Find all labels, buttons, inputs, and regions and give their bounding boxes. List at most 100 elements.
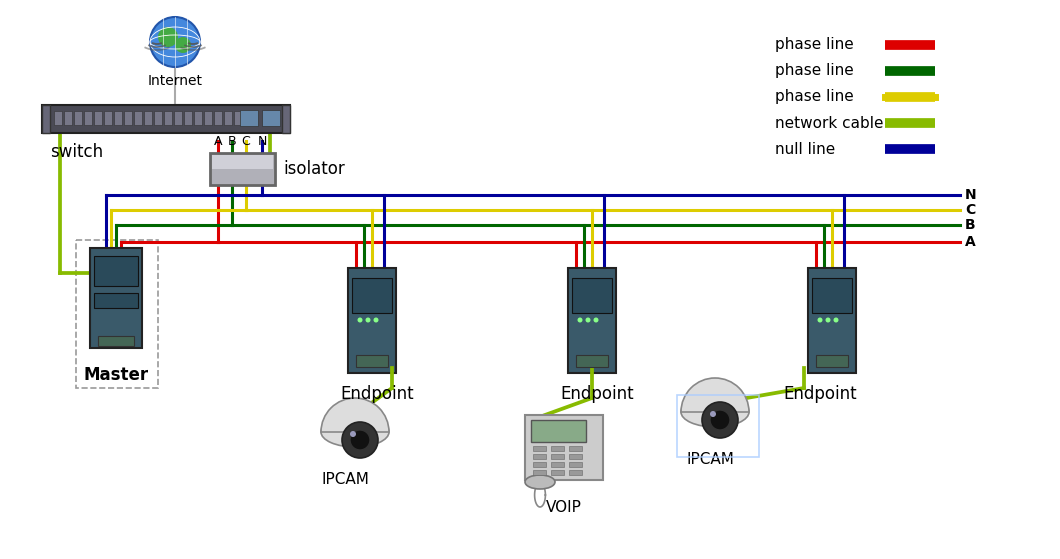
FancyBboxPatch shape bbox=[124, 111, 132, 125]
Text: A: A bbox=[965, 235, 976, 249]
Text: Endpoint: Endpoint bbox=[560, 385, 634, 403]
FancyBboxPatch shape bbox=[134, 111, 142, 125]
FancyBboxPatch shape bbox=[262, 110, 280, 126]
FancyBboxPatch shape bbox=[224, 111, 232, 125]
FancyBboxPatch shape bbox=[808, 268, 856, 373]
Text: phase line: phase line bbox=[775, 89, 853, 105]
FancyBboxPatch shape bbox=[572, 278, 612, 313]
FancyBboxPatch shape bbox=[74, 111, 82, 125]
Circle shape bbox=[175, 37, 191, 53]
Text: Internet: Internet bbox=[147, 74, 202, 88]
FancyBboxPatch shape bbox=[356, 355, 388, 367]
FancyBboxPatch shape bbox=[94, 256, 138, 286]
FancyBboxPatch shape bbox=[551, 454, 564, 459]
FancyBboxPatch shape bbox=[533, 470, 546, 475]
Text: network cable: network cable bbox=[775, 116, 883, 130]
FancyBboxPatch shape bbox=[551, 470, 564, 475]
Circle shape bbox=[710, 411, 716, 417]
Text: switch: switch bbox=[50, 143, 103, 161]
Circle shape bbox=[350, 431, 356, 437]
FancyBboxPatch shape bbox=[184, 111, 192, 125]
FancyBboxPatch shape bbox=[42, 105, 50, 133]
Text: N: N bbox=[258, 135, 267, 148]
Text: null line: null line bbox=[775, 141, 835, 157]
FancyBboxPatch shape bbox=[816, 355, 848, 367]
Text: A: A bbox=[214, 135, 223, 148]
FancyBboxPatch shape bbox=[569, 454, 582, 459]
Ellipse shape bbox=[525, 475, 555, 489]
FancyBboxPatch shape bbox=[164, 111, 172, 125]
Circle shape bbox=[158, 27, 178, 47]
FancyBboxPatch shape bbox=[54, 111, 61, 125]
Circle shape bbox=[833, 318, 838, 323]
Circle shape bbox=[366, 318, 371, 323]
FancyBboxPatch shape bbox=[533, 446, 546, 451]
Text: IPCAM: IPCAM bbox=[321, 472, 369, 487]
Circle shape bbox=[357, 318, 363, 323]
FancyBboxPatch shape bbox=[352, 278, 392, 313]
FancyBboxPatch shape bbox=[204, 111, 212, 125]
FancyBboxPatch shape bbox=[154, 111, 162, 125]
Text: phase line: phase line bbox=[775, 37, 853, 53]
Text: isolator: isolator bbox=[283, 160, 345, 178]
Ellipse shape bbox=[681, 397, 749, 427]
FancyBboxPatch shape bbox=[98, 336, 134, 346]
FancyBboxPatch shape bbox=[42, 105, 290, 133]
FancyBboxPatch shape bbox=[214, 111, 222, 125]
Circle shape bbox=[342, 422, 378, 458]
FancyBboxPatch shape bbox=[84, 111, 92, 125]
FancyBboxPatch shape bbox=[234, 111, 242, 125]
FancyBboxPatch shape bbox=[525, 415, 603, 480]
Circle shape bbox=[710, 410, 730, 430]
FancyBboxPatch shape bbox=[212, 155, 273, 169]
FancyBboxPatch shape bbox=[144, 111, 152, 125]
FancyBboxPatch shape bbox=[812, 278, 852, 313]
Text: B: B bbox=[228, 135, 236, 148]
FancyBboxPatch shape bbox=[569, 470, 582, 475]
Circle shape bbox=[594, 318, 599, 323]
Circle shape bbox=[151, 17, 200, 67]
FancyBboxPatch shape bbox=[194, 111, 202, 125]
FancyBboxPatch shape bbox=[104, 111, 112, 125]
Circle shape bbox=[585, 318, 590, 323]
Circle shape bbox=[826, 318, 830, 323]
FancyBboxPatch shape bbox=[551, 462, 564, 467]
Text: C: C bbox=[965, 203, 975, 217]
FancyBboxPatch shape bbox=[244, 111, 252, 125]
FancyBboxPatch shape bbox=[348, 268, 396, 373]
FancyBboxPatch shape bbox=[64, 111, 72, 125]
Circle shape bbox=[350, 430, 370, 450]
FancyBboxPatch shape bbox=[568, 268, 616, 373]
FancyBboxPatch shape bbox=[282, 105, 290, 133]
Circle shape bbox=[817, 318, 823, 323]
Text: N: N bbox=[965, 188, 976, 202]
Text: phase line: phase line bbox=[775, 64, 853, 78]
FancyBboxPatch shape bbox=[551, 446, 564, 451]
FancyBboxPatch shape bbox=[174, 111, 182, 125]
FancyBboxPatch shape bbox=[90, 248, 142, 348]
Text: B: B bbox=[965, 218, 975, 232]
FancyBboxPatch shape bbox=[94, 293, 138, 308]
Text: IPCAM: IPCAM bbox=[686, 452, 734, 467]
Text: Master: Master bbox=[84, 366, 148, 384]
Circle shape bbox=[702, 402, 738, 438]
FancyBboxPatch shape bbox=[94, 111, 102, 125]
Circle shape bbox=[578, 318, 583, 323]
Text: Endpoint: Endpoint bbox=[783, 385, 856, 403]
Wedge shape bbox=[321, 398, 389, 432]
Circle shape bbox=[373, 318, 378, 323]
FancyBboxPatch shape bbox=[569, 462, 582, 467]
Text: VOIP: VOIP bbox=[546, 500, 582, 515]
FancyBboxPatch shape bbox=[240, 110, 258, 126]
Ellipse shape bbox=[321, 417, 389, 447]
Wedge shape bbox=[681, 378, 749, 412]
Text: Endpoint: Endpoint bbox=[340, 385, 413, 403]
FancyBboxPatch shape bbox=[533, 462, 546, 467]
FancyBboxPatch shape bbox=[576, 355, 608, 367]
FancyBboxPatch shape bbox=[531, 420, 586, 442]
FancyBboxPatch shape bbox=[114, 111, 122, 125]
FancyBboxPatch shape bbox=[569, 446, 582, 451]
FancyBboxPatch shape bbox=[210, 153, 275, 185]
FancyBboxPatch shape bbox=[533, 454, 546, 459]
Text: C: C bbox=[242, 135, 250, 148]
